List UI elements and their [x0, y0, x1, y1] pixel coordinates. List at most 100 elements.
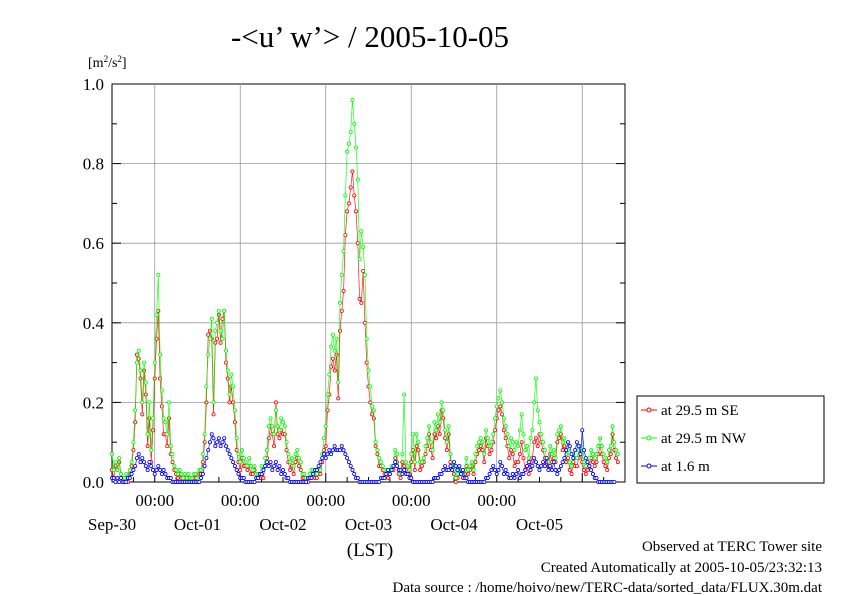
data-point — [327, 448, 332, 453]
data-point — [528, 468, 533, 473]
series-2 — [110, 97, 620, 481]
data-point — [316, 464, 321, 469]
data-point — [598, 436, 603, 441]
data-point — [562, 436, 567, 441]
data-point — [566, 440, 571, 445]
data-point — [272, 464, 277, 469]
data-point — [393, 448, 398, 453]
data-point — [368, 384, 373, 389]
y-unit-sup1: 2 — [104, 54, 109, 64]
data-point — [480, 440, 485, 445]
data-point — [501, 428, 506, 433]
data-point — [152, 376, 157, 381]
data-point — [451, 460, 456, 465]
data-point — [200, 452, 205, 457]
y-tick-label: 0.4 — [83, 314, 105, 333]
data-point — [582, 468, 587, 473]
data-point — [261, 476, 266, 481]
data-point — [398, 468, 403, 473]
data-point — [412, 460, 417, 465]
data-point — [560, 448, 565, 453]
data-point — [163, 420, 168, 425]
data-point — [117, 456, 122, 461]
data-point — [110, 452, 115, 457]
data-point — [282, 424, 287, 429]
data-point — [236, 472, 241, 477]
data-point — [280, 468, 285, 473]
data-point — [263, 456, 268, 461]
data-point — [514, 440, 519, 445]
data-point — [199, 468, 204, 473]
data-point — [321, 452, 326, 457]
data-point — [555, 472, 560, 477]
data-point — [514, 472, 519, 477]
data-point — [608, 444, 613, 449]
data-point — [491, 432, 496, 437]
data-point — [574, 456, 579, 461]
data-point — [476, 440, 481, 445]
data-point — [391, 464, 396, 469]
data-point — [163, 472, 168, 477]
data-point — [124, 479, 129, 484]
data-point — [411, 432, 416, 437]
data-point — [386, 476, 391, 481]
data-point — [298, 460, 303, 465]
data-point — [346, 460, 351, 465]
data-point — [537, 468, 542, 473]
data-point — [225, 448, 230, 453]
data-point — [270, 468, 275, 473]
data-point — [475, 444, 480, 449]
data-point — [370, 412, 375, 417]
data-point — [512, 448, 517, 453]
x-tick-date-label: Oct-02 — [259, 515, 306, 534]
y-tick-label: 0.8 — [83, 155, 104, 174]
data-point — [582, 460, 587, 465]
data-point — [152, 360, 157, 365]
data-point — [553, 456, 558, 461]
data-point — [325, 452, 330, 457]
data-point — [118, 472, 123, 477]
data-point — [450, 468, 455, 473]
y-axis-unit-label: [m2/s2] — [88, 54, 127, 71]
data-point — [471, 468, 476, 473]
data-point — [574, 440, 579, 445]
data-point — [516, 444, 521, 449]
data-point — [471, 472, 476, 477]
data-point — [263, 464, 268, 469]
data-point — [345, 149, 350, 154]
data-point — [206, 448, 211, 453]
data-point — [614, 456, 619, 461]
data-point — [505, 472, 510, 477]
data-point — [111, 468, 116, 473]
data-point — [402, 468, 407, 473]
data-point — [206, 332, 211, 337]
data-point — [339, 444, 344, 449]
data-point — [590, 460, 595, 465]
data-point — [122, 476, 127, 481]
data-point — [478, 444, 483, 449]
data-point — [386, 468, 391, 473]
data-point — [434, 436, 439, 441]
data-point — [177, 468, 182, 473]
data-point — [234, 468, 239, 473]
data-point — [334, 336, 339, 341]
x-tick-date-label: Oct-03 — [345, 515, 392, 534]
data-point — [592, 464, 597, 469]
data-point — [216, 436, 221, 441]
data-point — [446, 468, 451, 473]
data-point — [569, 472, 574, 477]
data-point — [512, 464, 517, 469]
data-point — [199, 476, 204, 481]
data-point — [243, 460, 248, 465]
data-point — [149, 464, 154, 469]
data-point — [517, 428, 522, 433]
data-point — [211, 412, 216, 417]
y-tick-label: 0.2 — [83, 393, 104, 412]
data-point — [232, 408, 237, 413]
data-point — [220, 440, 225, 445]
data-point — [567, 460, 572, 465]
data-point — [152, 472, 157, 477]
data-point — [215, 336, 220, 341]
data-point — [288, 468, 293, 473]
data-point — [142, 360, 147, 365]
